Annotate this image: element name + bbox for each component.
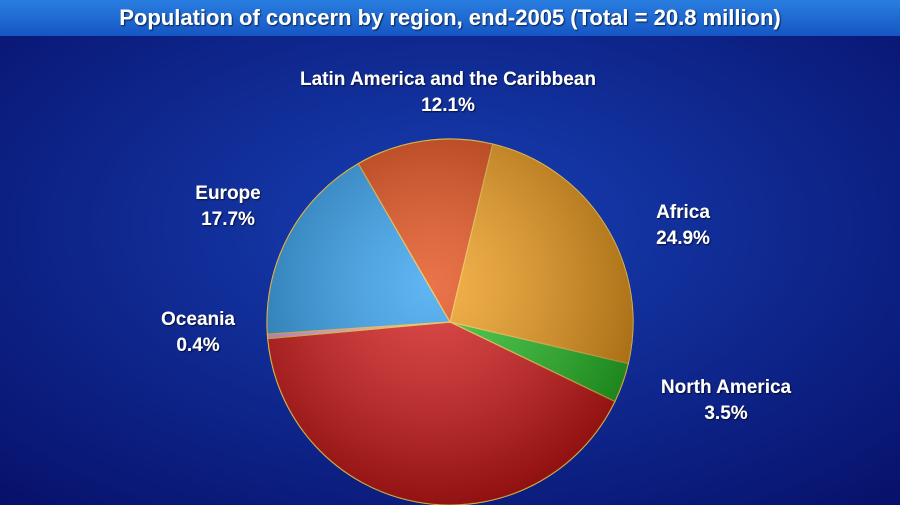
chart-title: Population of concern by region, end-200…	[119, 5, 781, 30]
slice-value: 3.5%	[704, 403, 747, 424]
slice-label: Africa	[656, 202, 710, 223]
slice-value: 12.1%	[421, 95, 475, 116]
slice-label: North America	[661, 377, 792, 398]
title-bar	[0, 0, 900, 36]
pie	[266, 138, 634, 505]
slice-value: 0.4%	[176, 335, 219, 356]
slice-label: Oceania	[161, 309, 235, 330]
slice-value: 24.9%	[656, 228, 710, 249]
slice-label: Latin America and the Caribbean	[300, 69, 596, 90]
slice-value: 17.7%	[201, 209, 255, 230]
slice-label: Europe	[195, 183, 260, 204]
